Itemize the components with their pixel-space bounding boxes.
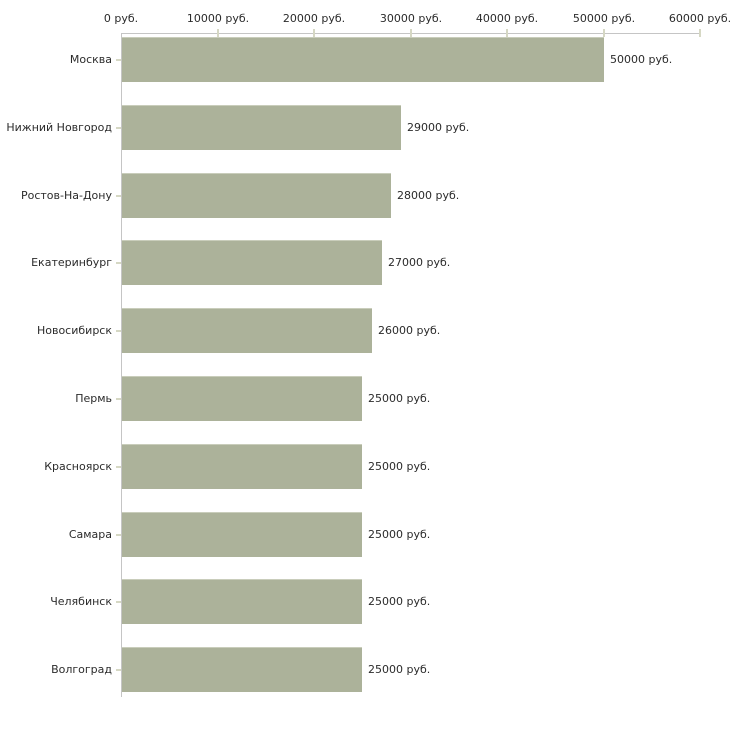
value-label: 25000 руб. bbox=[368, 595, 431, 608]
y-axis-tick-mark bbox=[116, 330, 121, 332]
category-label: Пермь bbox=[75, 392, 112, 405]
value-label: 25000 руб. bbox=[368, 663, 431, 676]
y-axis-tick-mark bbox=[116, 59, 121, 61]
bar bbox=[122, 376, 362, 421]
value-label: 26000 руб. bbox=[378, 324, 441, 337]
y-axis-tick-mark bbox=[116, 601, 121, 603]
y-axis-tick-mark bbox=[116, 534, 121, 536]
x-axis-tick-label: 40000 руб. bbox=[475, 12, 539, 25]
bar bbox=[122, 512, 362, 557]
x-axis-tick-label: 60000 руб. bbox=[668, 12, 730, 25]
y-axis-line bbox=[121, 33, 122, 697]
x-axis-tick-mark bbox=[699, 29, 701, 37]
x-axis-tick-label: 10000 руб. bbox=[186, 12, 250, 25]
value-label: 25000 руб. bbox=[368, 528, 431, 541]
y-axis-tick-mark bbox=[116, 398, 121, 400]
x-axis-tick-label: 20000 руб. bbox=[282, 12, 346, 25]
category-label: Новосибирск bbox=[36, 324, 112, 337]
bar bbox=[122, 173, 391, 218]
x-axis-tick-mark bbox=[603, 29, 605, 37]
value-label: 25000 руб. bbox=[368, 460, 431, 473]
x-axis-tick-mark bbox=[313, 29, 315, 37]
category-label: Челябинск bbox=[50, 595, 112, 608]
category-label: Красноярск bbox=[44, 460, 112, 473]
x-axis-tick-label: 50000 руб. bbox=[572, 12, 636, 25]
value-label: 29000 руб. bbox=[407, 121, 470, 134]
x-axis-tick-mark bbox=[506, 29, 508, 37]
x-axis-tick-label: 30000 руб. bbox=[379, 12, 443, 25]
value-label: 27000 руб. bbox=[388, 256, 451, 269]
value-label: 25000 руб. bbox=[368, 392, 431, 405]
bar bbox=[122, 37, 604, 82]
y-axis-tick-mark bbox=[116, 669, 121, 671]
category-label: Москва bbox=[69, 53, 112, 66]
category-label: Ростов-На-Дону bbox=[20, 189, 112, 202]
x-axis-tick-mark bbox=[217, 29, 219, 37]
y-axis-tick-mark bbox=[116, 195, 121, 197]
value-label: 28000 руб. bbox=[397, 189, 460, 202]
y-axis-tick-mark bbox=[116, 262, 121, 264]
bar bbox=[122, 308, 372, 353]
y-axis-tick-mark bbox=[116, 466, 121, 468]
bar bbox=[122, 444, 362, 489]
value-label: 50000 руб. bbox=[610, 53, 673, 66]
bar bbox=[122, 240, 382, 285]
x-axis-tick-label: 0 руб. bbox=[103, 12, 139, 25]
category-label: Нижний Новгород bbox=[6, 121, 112, 134]
x-axis-tick-mark bbox=[410, 29, 412, 37]
category-label: Волгоград bbox=[51, 663, 112, 676]
y-axis-tick-mark bbox=[116, 127, 121, 129]
bar bbox=[122, 105, 401, 150]
bar bbox=[122, 579, 362, 624]
bar bbox=[122, 647, 362, 692]
category-label: Екатеринбург bbox=[31, 256, 112, 269]
category-label: Самара bbox=[68, 528, 112, 541]
